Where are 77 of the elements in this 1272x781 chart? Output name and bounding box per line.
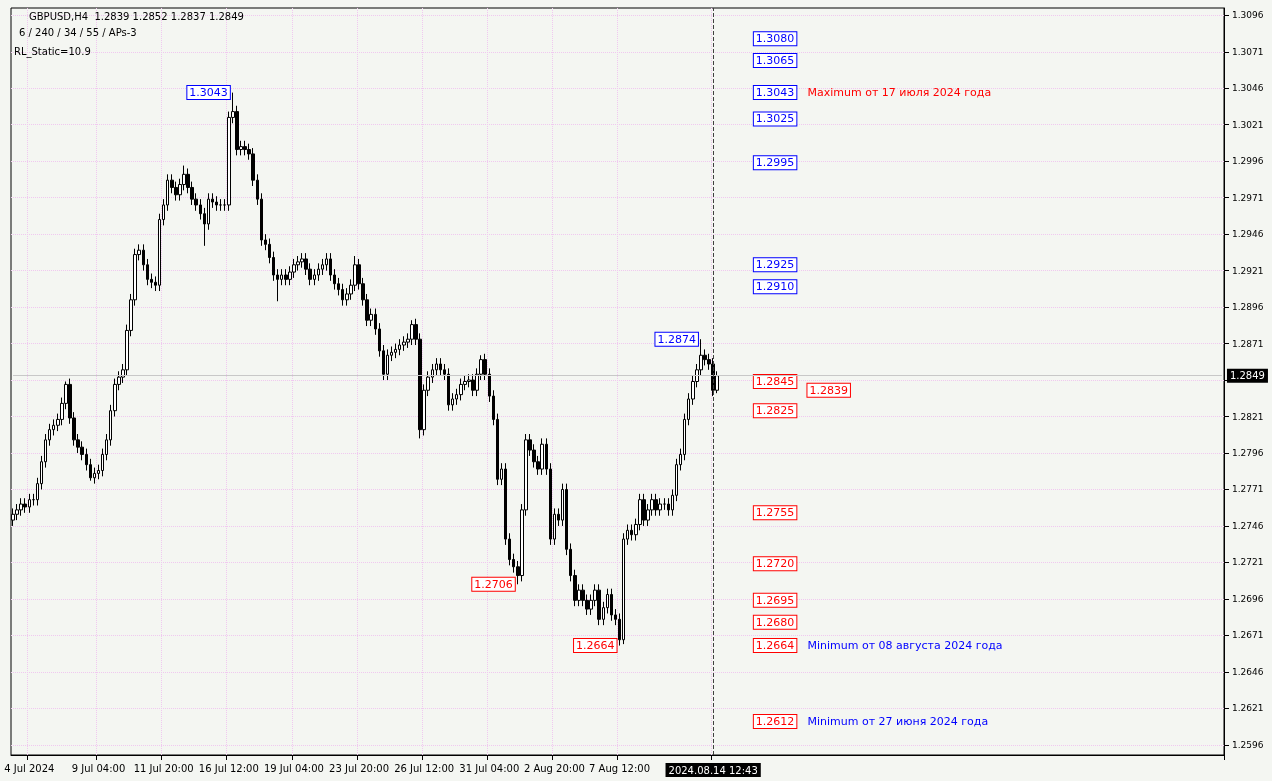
annotation: 1.3065	[755, 54, 795, 68]
annotation: 1.2664	[576, 639, 615, 653]
x-tick-label: 11 Jul 20:00	[133, 762, 194, 774]
candlestick	[459, 378, 463, 401]
annotation: 1.2839	[809, 383, 848, 397]
y-tick-label: 1.2646	[1232, 666, 1264, 677]
candlestick	[447, 367, 450, 412]
x-tick-label: 19 Jul 04:00	[263, 762, 324, 774]
y-tick-label: 1.2921	[1232, 265, 1264, 276]
candlestick	[540, 437, 544, 476]
candlestick	[394, 343, 397, 359]
x-tick-label: 7 Aug 12:00	[589, 762, 651, 774]
annotation: Minimum от 27 июня 2024 года	[807, 714, 989, 728]
candlestick	[658, 497, 662, 517]
candlestick	[215, 195, 218, 212]
annotation: 1.2925	[755, 258, 795, 272]
candlestick	[386, 348, 389, 381]
y-tick-label: 1.2996	[1232, 156, 1264, 167]
candlestick	[597, 583, 601, 626]
text: 6 / 240 / 34 / 55 / APs-3	[19, 26, 137, 38]
y-tick-label: 1.2671	[1232, 630, 1264, 641]
x-tick-label: 4 Jul 2024	[4, 762, 55, 774]
y-tick-label: 1.2971	[1232, 192, 1264, 203]
y-tick-label: 1.2796	[1232, 447, 1264, 458]
annotation: 1.2612	[755, 714, 795, 728]
y-tick-label: 1.2696	[1232, 593, 1264, 604]
annotation: Maximum от 17 июля 2024 года	[807, 86, 992, 100]
annotation: 1.2720	[755, 557, 795, 571]
x-tick-label: 16 Jul 12:00	[198, 762, 259, 774]
x-tick-label: 26 Jul 12:00	[394, 762, 455, 774]
y-tick-label: 1.3071	[1232, 46, 1264, 57]
x-tick-label: 31 Jul 04:00	[459, 762, 520, 774]
candlestick	[284, 268, 288, 286]
candlestick	[317, 262, 320, 282]
x-tick-label: 2 Aug 20:00	[523, 762, 585, 774]
y-tick-label: 1.2621	[1232, 703, 1264, 714]
y-tick-label: 1.3096	[1232, 10, 1264, 21]
annotation: Minimum от 08 августа 2024 года	[807, 639, 1003, 653]
candlestick	[402, 335, 406, 352]
chart-title: GBPUSD,H4 1.2839 1.2852 1.2837 1.2849	[29, 10, 244, 22]
y-tick-label: 1.2896	[1232, 302, 1264, 313]
annotation: 1.2995	[755, 156, 795, 170]
y-tick-label: 1.3021	[1232, 119, 1264, 130]
annotation: 1.2845	[755, 375, 795, 388]
x-tick-label: 9 Jul 04:00	[71, 762, 126, 774]
candlestick	[654, 493, 658, 517]
x-tick-label: 2024.08.14 12:43	[668, 764, 758, 776]
annotation: RL_Static=10.9	[14, 45, 91, 58]
y-tick-label: 1.2871	[1232, 338, 1264, 349]
candlestick	[243, 140, 247, 156]
y-tick-label: 1.2721	[1232, 557, 1264, 568]
annotation: 1.3080	[755, 32, 795, 46]
annotation: 1.2755	[755, 506, 795, 520]
y-tick-label: 1.2596	[1232, 739, 1264, 750]
y-tick-label: 1.2946	[1232, 229, 1264, 240]
candlestick	[23, 497, 27, 514]
annotation: 1.3043	[755, 86, 795, 100]
y-tick-label: 1.3046	[1232, 83, 1264, 94]
y-tick-label: 1.2821	[1232, 411, 1264, 422]
annotation: 1.2910	[755, 280, 795, 294]
annotation: 1.2706	[474, 577, 513, 591]
annotation: 1.2825	[755, 404, 795, 418]
x-tick-label: 23 Jul 20:00	[329, 762, 390, 774]
candlestick	[410, 319, 414, 346]
candlestick	[439, 357, 442, 377]
candlestick	[642, 493, 646, 527]
y-tick-label: 1.2746	[1232, 520, 1264, 531]
y-tick-label: 1.2771	[1232, 484, 1264, 495]
annotation: 1.2874	[657, 332, 696, 346]
candlestick	[610, 588, 613, 622]
annotation: 1.3043	[189, 86, 228, 100]
annotation: 1.2695	[755, 593, 795, 607]
candlestick	[19, 497, 23, 517]
annotation: 1.2680	[755, 615, 795, 629]
ref-line-label: 1.2849	[1229, 370, 1265, 382]
annotation: 1.3025	[755, 112, 795, 126]
annotation: 1.2664	[755, 639, 795, 653]
